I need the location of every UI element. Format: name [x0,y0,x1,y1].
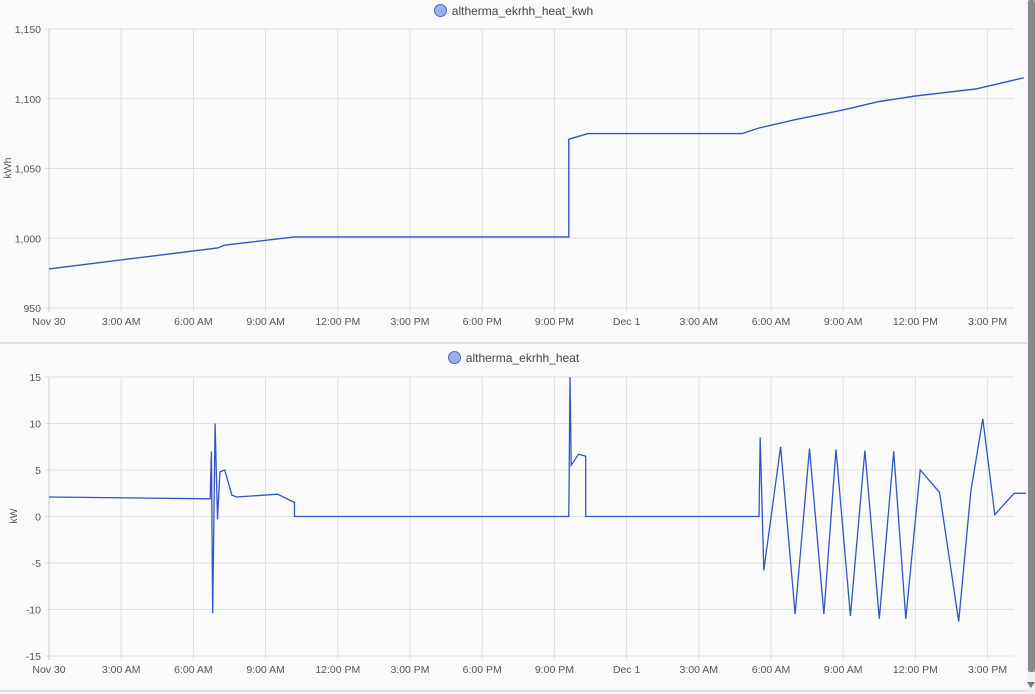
y-axis: 1,150 1,100 1,050 1,000 950 [15,24,41,315]
y-tick-label: 5 [35,465,41,477]
x-tick-label: 6:00 AM [174,664,213,676]
x-axis: Nov 30 3:00 AM 6:00 AM 9:00 AM 12:00 PM 3:00 … [32,316,1007,328]
power-line-chart[interactable]: 15 10 5 0 -5 -10 -15 Nov 30 3:00 AM 6:00 AM 9:00 … [0,344,1027,690]
x-tick-label: 6:00 PM [463,664,502,676]
x-tick-label: 9:00 AM [824,316,863,328]
y-tick-label: -15 [26,651,41,663]
x-tick-label: 3:00 AM [680,316,719,328]
vertical-scrollbar[interactable] [1027,0,1035,694]
x-tick-label: 6:00 AM [752,664,791,676]
legend-color-dot [433,4,447,17]
y-tick-label: 1,050 [15,164,41,176]
grid-lines [45,376,1014,660]
x-tick-label: Nov 30 [32,316,65,328]
y-tick-label: 0 [35,512,41,524]
x-tick-label: Nov 30 [32,664,65,676]
series-line-heat-power[interactable] [48,376,1027,622]
x-tick-label: 3:00 AM [102,316,141,328]
x-tick-label: 12:00 PM [893,316,938,328]
x-tick-label: 6:00 AM [752,316,791,328]
legend-label: altherma_ekrhh_heat_kwh [451,4,594,18]
legend-color-dot [447,351,461,364]
x-tick-label: Dec 1 [613,664,641,676]
y-tick-label: -10 [26,605,41,617]
energy-line-chart[interactable]: 1,150 1,100 1,050 1,000 950 Nov 30 3:00 AM 6:0… [0,0,1027,342]
legend-label: altherma_ekrhh_heat [465,351,580,365]
y-axis-label: kWh [2,157,14,178]
x-tick-label: 9:00 PM [535,316,574,328]
x-axis: Nov 30 3:00 AM 6:00 AM 9:00 AM 12:00 PM 3:00 … [32,664,1007,676]
y-tick-label: 950 [23,303,41,315]
y-tick-label: 1,150 [15,24,41,36]
x-tick-label: 3:00 PM [968,316,1007,328]
x-tick-label: 9:00 AM [824,664,863,676]
y-axis-label: kW [8,508,20,523]
y-tick-label: -5 [32,558,41,570]
x-tick-label: 9:00 PM [535,664,574,676]
x-tick-label: Dec 1 [613,316,641,328]
power-chart-card: altherma_ekrhh_heat 15 10 5 0 -5 -10 -15 Nov 3… [0,344,1027,692]
x-tick-label: 3:00 PM [390,316,429,328]
x-tick-label: 3:00 AM [680,664,719,676]
x-tick-label: 12:00 PM [315,664,360,676]
series-line-heat-kwh[interactable] [48,77,1024,270]
scroll-down-arrow-icon[interactable] [1027,682,1035,688]
x-tick-label: 9:00 AM [246,316,285,328]
x-tick-label: 3:00 AM [102,664,141,676]
y-tick-label: 1,000 [15,233,41,245]
energy-chart-card: altherma_ekrhh_heat_kwh 1,150 1,100 1,050 1… [0,0,1027,344]
y-axis: 15 10 5 0 -5 -10 -15 [26,372,41,663]
y-tick-label: 15 [29,372,41,384]
scrollbar-thumb[interactable] [1028,0,1035,672]
y-tick-label: 10 [29,419,41,431]
grid-lines [45,28,1014,312]
x-tick-label: 3:00 PM [390,664,429,676]
x-tick-label: 6:00 PM [463,316,502,328]
x-tick-label: 12:00 PM [315,316,360,328]
x-tick-label: 6:00 AM [174,316,213,328]
y-tick-label: 1,100 [15,94,41,106]
legend[interactable]: altherma_ekrhh_heat_kwh [0,4,1027,18]
x-tick-label: 12:00 PM [893,664,938,676]
legend[interactable]: altherma_ekrhh_heat [0,351,1027,365]
x-tick-label: 9:00 AM [246,664,285,676]
x-tick-label: 3:00 PM [968,664,1007,676]
